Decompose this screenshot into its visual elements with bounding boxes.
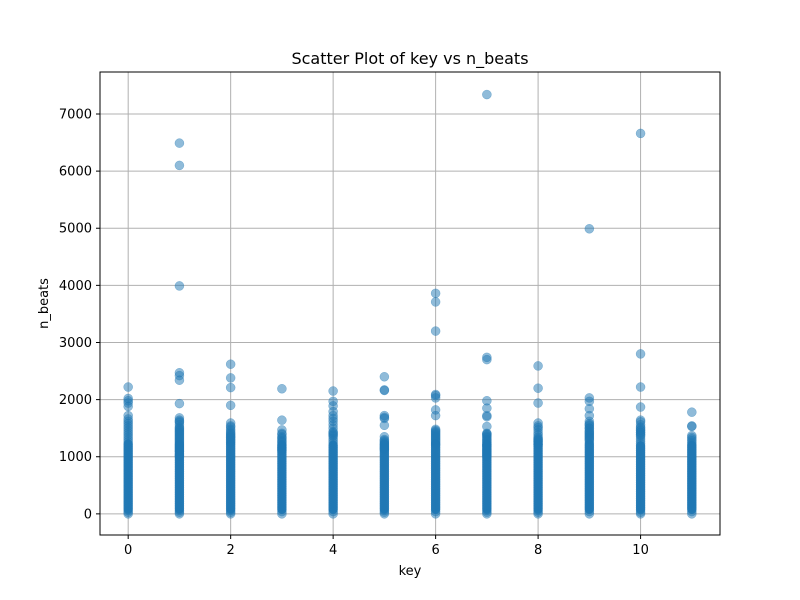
data-point	[328, 430, 338, 440]
dense-point-band	[431, 439, 441, 514]
chart-title: Scatter Plot of key vs n_beats	[291, 49, 528, 69]
x-tick-label: 4	[329, 543, 337, 558]
dense-point-band	[584, 439, 594, 514]
data-point	[635, 349, 646, 359]
data-point	[174, 398, 185, 409]
axis-ticks: 0 2 4 6 8 10 0 1000 2000 3000 4000 5000 6000 7000	[59, 107, 649, 558]
data-point	[635, 382, 646, 392]
grid-lines	[100, 72, 720, 535]
y-tick-label: 4000	[59, 279, 92, 294]
x-tick-label: 10	[632, 543, 649, 558]
dense-point-band	[533, 439, 543, 514]
data-point	[174, 281, 185, 291]
data-point	[277, 415, 287, 425]
x-tick-label: 8	[534, 543, 542, 558]
data-point	[225, 382, 236, 393]
dense-point-band	[277, 440, 287, 514]
data-point	[225, 359, 236, 369]
data-point	[225, 373, 236, 383]
data-point	[584, 224, 595, 234]
y-tick-label: 5000	[59, 222, 92, 237]
x-tick-label: 0	[124, 543, 132, 558]
data-point	[174, 375, 185, 385]
data-point	[482, 428, 492, 439]
data-point	[174, 138, 185, 148]
dense-point-band	[687, 440, 697, 514]
plot-area	[100, 72, 720, 535]
data-point	[123, 401, 133, 412]
data-point	[225, 400, 236, 411]
y-tick-label: 2000	[59, 393, 92, 408]
data-point	[482, 412, 492, 422]
data-point	[687, 407, 697, 417]
data-point	[533, 398, 543, 408]
y-tick-label: 7000	[59, 107, 92, 122]
dense-point-band	[328, 440, 338, 514]
y-tick-label: 3000	[59, 336, 92, 351]
y-tick-label: 1000	[59, 450, 92, 465]
data-point	[123, 382, 133, 392]
x-axis-label: key	[399, 564, 422, 579]
plot-frame	[99, 71, 721, 536]
data-point	[430, 297, 441, 307]
data-point	[174, 415, 185, 425]
y-tick-label: 0	[84, 507, 92, 522]
x-tick-label: 6	[431, 543, 439, 558]
data-point	[379, 372, 390, 382]
y-tick-label: 6000	[59, 165, 92, 180]
dense-point-band	[174, 439, 184, 514]
data-point	[430, 410, 441, 421]
data-point	[482, 354, 492, 365]
dense-point-band	[636, 441, 646, 514]
data-point	[430, 393, 441, 403]
x-tick-label: 2	[227, 543, 235, 558]
data-point	[687, 421, 697, 432]
dense-point-band	[226, 439, 236, 514]
data-point	[635, 128, 646, 139]
data-point	[430, 288, 441, 299]
data-point	[379, 385, 390, 396]
dense-point-band	[123, 439, 133, 514]
data-points	[123, 89, 697, 519]
data-point	[430, 326, 441, 336]
data-point	[635, 402, 646, 412]
data-point	[533, 383, 543, 393]
data-point	[635, 430, 646, 440]
dense-point-band	[482, 439, 492, 514]
data-point	[482, 89, 492, 100]
data-point	[379, 420, 390, 431]
data-point	[533, 361, 543, 371]
data-point	[328, 386, 338, 396]
data-point	[277, 384, 287, 394]
data-point	[174, 160, 185, 171]
dense-point-band	[379, 439, 389, 514]
y-axis-label: n_beats	[37, 278, 52, 329]
